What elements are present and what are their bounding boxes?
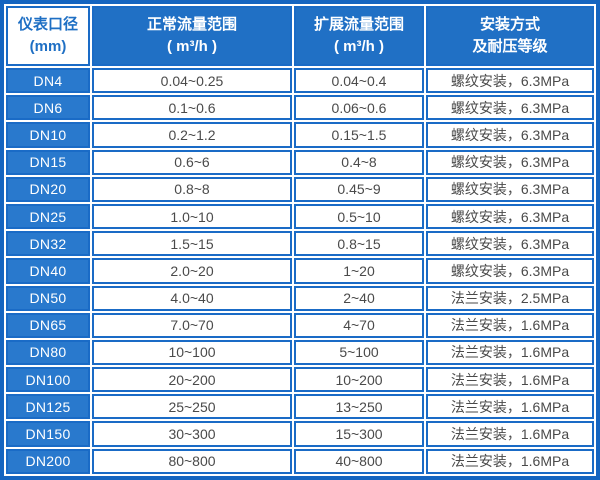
table-row: DN15 0.6~6 0.4~8 螺纹安装，6.3MPa — [6, 149, 594, 175]
extended-range-cell: 4~70 — [294, 312, 424, 338]
extended-range-cell: 40~800 — [294, 448, 424, 474]
install-cell: 法兰安装，1.6MPa — [426, 421, 594, 447]
install-cell: 法兰安装，1.6MPa — [426, 367, 594, 393]
diameter-cell: DN200 — [6, 448, 90, 474]
table-row: DN50 4.0~40 2~40 法兰安装，2.5MPa — [6, 285, 594, 311]
extended-range-cell: 0.45~9 — [294, 176, 424, 202]
install-cell: 螺纹安装，6.3MPa — [426, 258, 594, 284]
diameter-cell: DN80 — [6, 339, 90, 366]
install-cell: 法兰安装，1.6MPa — [426, 339, 594, 366]
install-cell: 螺纹安装，6.3MPa — [426, 176, 594, 202]
normal-range-cell: 20~200 — [92, 367, 292, 393]
install-cell: 螺纹安装，6.3MPa — [426, 149, 594, 175]
table-body: DN4 0.04~0.25 0.04~0.4 螺纹安装，6.3MPa DN6 0… — [6, 68, 594, 474]
extended-range-cell: 0.04~0.4 — [294, 68, 424, 94]
normal-range-cell: 4.0~40 — [92, 285, 292, 311]
install-cell: 法兰安装，1.6MPa — [426, 394, 594, 420]
header-normal-line1: 正常流量范围 — [146, 15, 237, 33]
normal-range-cell: 2.0~20 — [92, 258, 292, 284]
extended-range-cell: 0.8~15 — [294, 231, 424, 257]
table-row: DN25 1.0~10 0.5~10 螺纹安装，6.3MPa — [6, 203, 594, 230]
diameter-cell: DN15 — [6, 149, 90, 175]
header-normal-line2: ( m³/h ) — [167, 38, 217, 55]
table-row: DN150 30~300 15~300 法兰安装，1.6MPa — [6, 421, 594, 447]
install-cell: 螺纹安装，6.3MPa — [426, 68, 594, 94]
diameter-cell: DN50 — [6, 285, 90, 311]
header-diameter-line1: 仪表口径 — [17, 15, 78, 33]
flow-spec-table: 仪表口径 (mm) 正常流量范围 ( m³/h ) 扩展流量范围 ( m³/h … — [4, 4, 596, 476]
table-row: DN10 0.2~1.2 0.15~1.5 螺纹安装，6.3MPa — [6, 122, 594, 148]
header-extended-line1: 扩展流量范围 — [313, 15, 404, 33]
header-cell-install: 安装方式 及耐压等级 — [426, 6, 594, 66]
header-cell-diameter: 仪表口径 (mm) — [6, 6, 90, 66]
table-row: DN65 7.0~70 4~70 法兰安装，1.6MPa — [6, 312, 594, 338]
normal-range-cell: 1.5~15 — [92, 231, 292, 257]
normal-range-cell: 1.0~10 — [92, 203, 292, 230]
table-row: DN20 0.8~8 0.45~9 螺纹安装，6.3MPa — [6, 176, 594, 202]
extended-range-cell: 15~300 — [294, 421, 424, 447]
table-row: DN80 10~100 5~100 法兰安装，1.6MPa — [6, 339, 594, 366]
extended-range-cell: 0.06~0.6 — [294, 95, 424, 121]
install-cell: 法兰安装，1.6MPa — [426, 312, 594, 338]
diameter-cell: DN4 — [6, 68, 90, 94]
extended-range-cell: 0.5~10 — [294, 203, 424, 230]
diameter-cell: DN25 — [6, 203, 90, 230]
table-row: DN40 2.0~20 1~20 螺纹安装，6.3MPa — [6, 258, 594, 284]
table-row: DN125 25~250 13~250 法兰安装，1.6MPa — [6, 394, 594, 420]
diameter-cell: DN100 — [6, 367, 90, 393]
extended-range-cell: 1~20 — [294, 258, 424, 284]
header-install-line2: 及耐压等级 — [472, 38, 548, 55]
diameter-cell: DN125 — [6, 394, 90, 420]
table-row: DN200 80~800 40~800 法兰安装，1.6MPa — [6, 448, 594, 474]
header-cell-normal-range: 正常流量范围 ( m³/h ) — [92, 6, 292, 66]
diameter-cell: DN65 — [6, 312, 90, 338]
table-row: DN4 0.04~0.25 0.04~0.4 螺纹安装，6.3MPa — [6, 68, 594, 94]
table-row: DN32 1.5~15 0.8~15 螺纹安装，6.3MPa — [6, 231, 594, 257]
extended-range-cell: 0.4~8 — [294, 149, 424, 175]
table-row: DN100 20~200 10~200 法兰安装，1.6MPa — [6, 367, 594, 393]
diameter-cell: DN6 — [6, 95, 90, 121]
install-cell: 螺纹安装，6.3MPa — [426, 122, 594, 148]
normal-range-cell: 10~100 — [92, 339, 292, 366]
extended-range-cell: 2~40 — [294, 285, 424, 311]
normal-range-cell: 0.2~1.2 — [92, 122, 292, 148]
header-row: 仪表口径 (mm) 正常流量范围 ( m³/h ) 扩展流量范围 ( m³/h … — [6, 6, 594, 66]
normal-range-cell: 30~300 — [92, 421, 292, 447]
normal-range-cell: 25~250 — [92, 394, 292, 420]
normal-range-cell: 0.1~0.6 — [92, 95, 292, 121]
diameter-cell: DN150 — [6, 421, 90, 447]
header-diameter-line2: (mm) — [29, 38, 67, 55]
diameter-cell: DN40 — [6, 258, 90, 284]
normal-range-cell: 80~800 — [92, 448, 292, 474]
normal-range-cell: 0.8~8 — [92, 176, 292, 202]
normal-range-cell: 0.6~6 — [92, 149, 292, 175]
install-cell: 螺纹安装，6.3MPa — [426, 95, 594, 121]
header-install-line1: 安装方式 — [479, 15, 540, 33]
normal-range-cell: 7.0~70 — [92, 312, 292, 338]
diameter-cell: DN10 — [6, 122, 90, 148]
diameter-cell: DN20 — [6, 176, 90, 202]
install-cell: 法兰安装，1.6MPa — [426, 448, 594, 474]
table-row: DN6 0.1~0.6 0.06~0.6 螺纹安装，6.3MPa — [6, 95, 594, 121]
normal-range-cell: 0.04~0.25 — [92, 68, 292, 94]
header-cell-extended-range: 扩展流量范围 ( m³/h ) — [294, 6, 424, 66]
diameter-cell: DN32 — [6, 231, 90, 257]
header-extended-line2: ( m³/h ) — [334, 38, 384, 55]
install-cell: 法兰安装，2.5MPa — [426, 285, 594, 311]
install-cell: 螺纹安装，6.3MPa — [426, 203, 594, 230]
extended-range-cell: 13~250 — [294, 394, 424, 420]
install-cell: 螺纹安装，6.3MPa — [426, 231, 594, 257]
extended-range-cell: 10~200 — [294, 367, 424, 393]
extended-range-cell: 5~100 — [294, 339, 424, 366]
extended-range-cell: 0.15~1.5 — [294, 122, 424, 148]
